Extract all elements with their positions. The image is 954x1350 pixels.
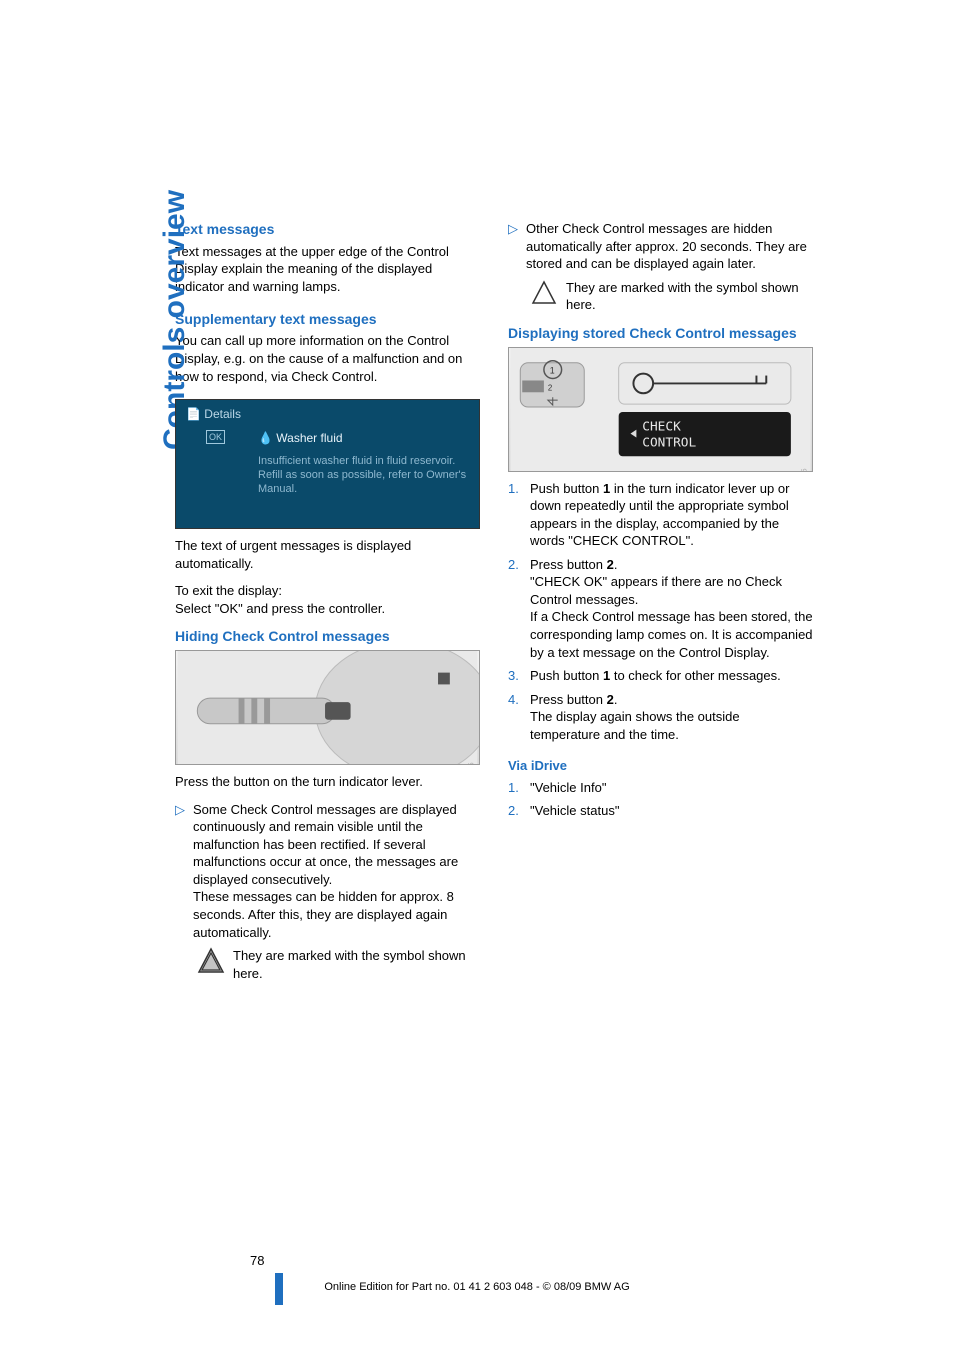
step-2: 2. Press button 2. "CHECK OK" appears if… — [508, 556, 813, 661]
details-washer-label: 💧 Washer fluid — [258, 430, 343, 446]
footer-text: Online Edition for Part no. 01 41 2 603 … — [0, 1280, 954, 1295]
displaying-heading: Displaying stored Check Control messages — [508, 324, 813, 343]
icon-note-2: They are marked with the symbol shown he… — [530, 279, 813, 314]
hiding-heading: Hiding Check Control messages — [175, 627, 480, 646]
step-4: 4. Press button 2. The display again sho… — [508, 691, 813, 744]
idrive-step-1-body: "Vehicle Info" — [530, 779, 606, 797]
icon-note-1: They are marked with the symbol shown he… — [197, 947, 480, 982]
step-number: 2. — [508, 556, 522, 661]
warning-triangle-filled-icon — [197, 947, 225, 975]
step-2-body: Press button 2. "CHECK OK" appears if th… — [530, 556, 813, 661]
text-messages-body: Text messages at the upper edge of the C… — [175, 243, 480, 296]
right-column: ▷ Other Check Control messages are hidde… — [508, 220, 813, 996]
turn-lever-image: WC10848005 — [175, 650, 480, 765]
check-control-image: 1 2 CHECK CONTROL — [508, 347, 813, 472]
step-number: 2. — [508, 802, 522, 820]
icon-note-1-text: They are marked with the symbol shown he… — [233, 947, 480, 982]
step-2b: "CHECK OK" appears if there are no Check… — [530, 574, 782, 607]
step-number: 3. — [508, 667, 522, 685]
hiding-bullet-1-body: Some Check Control messages are displaye… — [193, 801, 480, 941]
urgent-messages-note: The text of urgent messages is displayed… — [175, 537, 480, 572]
page-number: 78 — [250, 1252, 264, 1270]
details-washer-body: Insufficient washer fluid in fluid reser… — [258, 455, 469, 496]
idrive-steps: 1. "Vehicle Info" 2. "Vehicle status" — [508, 779, 813, 820]
exit-display-line1: To exit the display: — [175, 582, 480, 600]
details-screen-image: 📄 Details OK 💧 Washer fluid Insufficient… — [175, 399, 480, 529]
hiding-section: Hiding Check Control messages WC10848005 — [175, 627, 480, 982]
details-title-text: Details — [204, 407, 241, 421]
bullet-triangle-icon: ▷ — [508, 220, 518, 273]
two-column-layout: Text messages Text messages at the upper… — [175, 220, 869, 996]
via-idrive-section: Via iDrive 1. "Vehicle Info" 2. "Vehicle… — [508, 757, 813, 820]
supplementary-section: Supplementary text messages You can call… — [175, 310, 480, 386]
hiding-lead: Press the button on the turn indicator l… — [175, 773, 480, 791]
supplementary-body: You can call up more information on the … — [175, 332, 480, 385]
details-screen-title: 📄 Details — [186, 406, 469, 422]
watermark-icon: WC10848005 — [468, 762, 477, 765]
bullet-triangle-icon: ▷ — [175, 801, 185, 941]
text-messages-section: Text messages Text messages at the upper… — [175, 220, 480, 296]
details-ok-indicator: OK — [206, 430, 225, 444]
hiding-bullet-1b: These messages can be hidden for approx.… — [193, 888, 480, 941]
lever-illustration — [176, 651, 479, 764]
text-messages-heading: Text messages — [175, 220, 480, 239]
step-3-body: Push button 1 to check for other message… — [530, 667, 781, 685]
step-2c: If a Check Control message has been stor… — [530, 609, 813, 659]
idrive-step-1: 1. "Vehicle Info" — [508, 779, 813, 797]
svg-text:2: 2 — [548, 383, 552, 392]
hiding-bullet-2: ▷ Other Check Control messages are hidde… — [508, 220, 813, 273]
hiding-bullet-2-body: Other Check Control messages are hidden … — [526, 220, 813, 273]
svg-text:1: 1 — [550, 365, 555, 375]
step-4-body: Press button 2. The display again shows … — [530, 691, 813, 744]
step-1-body: Push button 1 in the turn indicator leve… — [530, 480, 813, 550]
exit-display-line2: Select "OK" and press the controller. — [175, 600, 480, 618]
details-washer-text: Washer fluid — [276, 431, 342, 445]
step-4b: The display again shows the outside temp… — [530, 709, 740, 742]
idrive-step-2-body: "Vehicle status" — [530, 802, 619, 820]
check-label-line2: CONTROL — [642, 435, 696, 450]
left-column: Text messages Text messages at the upper… — [175, 220, 480, 996]
check-label-line1: CHECK — [642, 419, 681, 434]
idrive-step-2: 2. "Vehicle status" — [508, 802, 813, 820]
step-number: 1. — [508, 480, 522, 550]
watermark-icon: WC10849005 — [801, 469, 810, 472]
check-control-illustration: 1 2 CHECK CONTROL — [509, 348, 812, 471]
page: Controls overview Text messages Text mes… — [0, 0, 954, 1350]
hiding-bullet-1a: Some Check Control messages are displaye… — [193, 801, 480, 889]
step-number: 1. — [508, 779, 522, 797]
step-number: 4. — [508, 691, 522, 744]
supplementary-heading: Supplementary text messages — [175, 310, 480, 329]
via-idrive-heading: Via iDrive — [508, 757, 813, 775]
icon-note-2-text: They are marked with the symbol shown he… — [566, 279, 813, 314]
warning-triangle-outline-icon — [530, 279, 558, 307]
step-1: 1. Push button 1 in the turn indicator l… — [508, 480, 813, 550]
displaying-steps: 1. Push button 1 in the turn indicator l… — [508, 480, 813, 744]
hiding-bullet-1: ▷ Some Check Control messages are displa… — [175, 801, 480, 941]
step-3: 3. Push button 1 to check for other mess… — [508, 667, 813, 685]
displaying-section: Displaying stored Check Control messages… — [508, 324, 813, 744]
